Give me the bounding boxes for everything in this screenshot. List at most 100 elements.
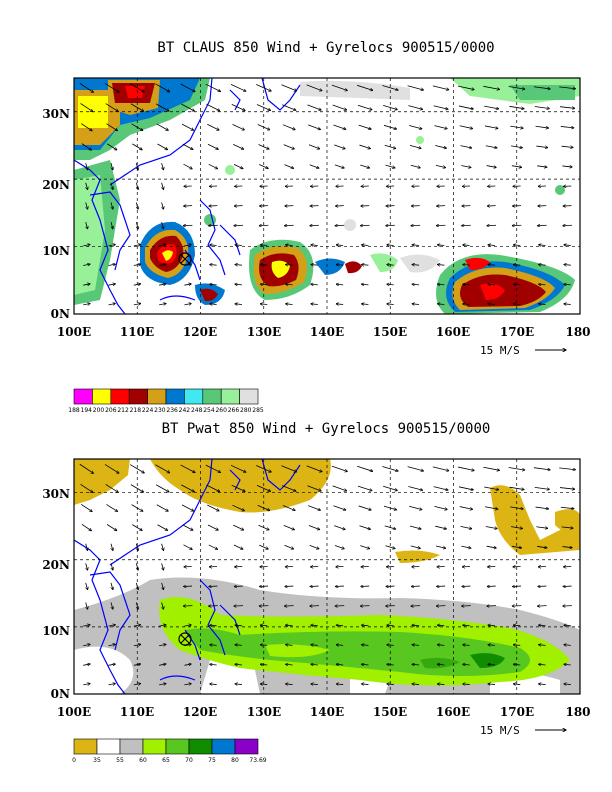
wind-vector <box>564 664 571 665</box>
wind-vector <box>260 625 268 626</box>
colorbar-label: 285 <box>252 407 264 414</box>
wind-vector <box>180 83 195 92</box>
wind-vector <box>463 625 470 626</box>
wind-vector <box>486 545 497 548</box>
wind-vector <box>286 245 293 246</box>
wind-vector <box>233 144 243 149</box>
wind-vector <box>81 143 92 150</box>
wind-vector <box>136 543 138 551</box>
wind-vector <box>434 125 447 129</box>
colorbar-swatch <box>147 388 167 405</box>
wind-vector <box>80 483 93 492</box>
wind-vector <box>256 465 271 473</box>
wind-vector <box>311 684 318 685</box>
wind-vector <box>533 467 550 470</box>
wind-vector <box>133 303 141 304</box>
wind-vector <box>108 644 116 645</box>
wind-vector <box>283 144 295 149</box>
wind-vector <box>484 486 499 490</box>
wind-vector <box>513 304 521 305</box>
wind-vector <box>284 164 293 169</box>
wind-vector <box>207 123 219 130</box>
wind-vector <box>111 222 113 229</box>
wind-vector <box>537 166 547 167</box>
wind-vector <box>83 303 90 304</box>
wind-vector <box>361 645 369 646</box>
wind-vector <box>488 245 495 246</box>
wind-vector <box>286 284 293 285</box>
wind-vector <box>281 84 296 91</box>
colorbar-swatch <box>92 388 112 405</box>
wind-vector <box>206 484 220 492</box>
wind-vector <box>536 145 547 148</box>
pwat-x-tick: 150E <box>373 705 407 719</box>
wind-vector <box>156 123 168 130</box>
wind-vector <box>181 504 194 511</box>
wind-vector <box>260 245 268 246</box>
wind-vector <box>108 244 116 245</box>
wind-vector <box>233 164 243 168</box>
colorbar-label: 80 <box>231 757 239 764</box>
wind-vector <box>286 645 293 646</box>
colorbar-label: 65 <box>162 757 170 764</box>
wind-vector <box>206 103 220 111</box>
wind-vector <box>437 304 445 305</box>
wind-vector <box>159 664 166 665</box>
wind-vector <box>308 124 320 130</box>
wind-vector <box>184 684 191 685</box>
wind-vector <box>260 264 268 265</box>
wind-vector <box>488 304 495 305</box>
wind-vector <box>484 506 498 509</box>
wind-vector <box>207 524 218 530</box>
wind-vector <box>207 504 219 511</box>
claus-x-tick: 130E <box>247 325 281 339</box>
wind-vector <box>257 504 270 510</box>
wind-vector <box>334 525 345 530</box>
wind-vector <box>311 304 318 305</box>
pwat-y-axis: 30N 20N 10N 0N <box>42 487 70 701</box>
wind-vector <box>535 125 549 128</box>
pwat-coastlines <box>74 459 301 694</box>
wind-vector <box>136 582 138 590</box>
claus-shading <box>74 78 580 314</box>
claus-x-tick: 100E <box>57 325 91 339</box>
wind-vector <box>307 104 321 110</box>
wind-vector <box>230 83 246 91</box>
wind-vector <box>259 164 268 169</box>
wind-vector <box>559 467 575 470</box>
wind-vector <box>311 645 318 646</box>
wind-vector <box>155 103 169 111</box>
wind-vector <box>564 684 571 685</box>
wind-vector <box>205 464 221 472</box>
wind-vector <box>182 524 193 530</box>
wind-vector <box>159 264 166 265</box>
colorbar-label: 55 <box>116 757 124 764</box>
wind-vector <box>155 484 169 492</box>
colorbar-label: 280 <box>240 407 252 414</box>
colorbar-swatch <box>184 388 204 405</box>
wind-vector <box>105 103 118 112</box>
wind-vector <box>235 304 242 305</box>
wind-vector <box>488 684 495 685</box>
pwat-x-tick: 180 <box>565 705 590 719</box>
wind-vector <box>387 625 394 626</box>
wind-vector <box>260 304 268 305</box>
wind-vector <box>111 582 113 590</box>
wind-vector <box>336 625 344 626</box>
wind-vector <box>181 123 194 130</box>
wind-vector <box>311 245 318 246</box>
wind-vector <box>433 105 448 109</box>
wind-vector <box>534 486 550 489</box>
wind-vector <box>510 125 523 128</box>
wind-vector <box>562 166 572 167</box>
wind-vector <box>111 163 113 170</box>
wind-vector <box>184 303 191 304</box>
wind-vector <box>309 545 319 549</box>
wind-vector <box>80 103 93 111</box>
wind-vector <box>208 163 218 168</box>
wind-vector <box>513 245 521 246</box>
wind-vector <box>282 505 295 510</box>
wind-vector <box>105 484 118 492</box>
wind-vector <box>536 526 547 529</box>
